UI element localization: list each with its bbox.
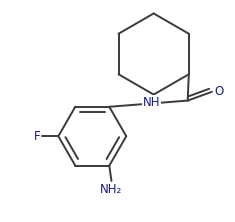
Text: F: F [34, 130, 40, 143]
Text: O: O [215, 85, 224, 98]
Text: NH₂: NH₂ [100, 183, 123, 196]
Text: NH: NH [143, 96, 161, 109]
